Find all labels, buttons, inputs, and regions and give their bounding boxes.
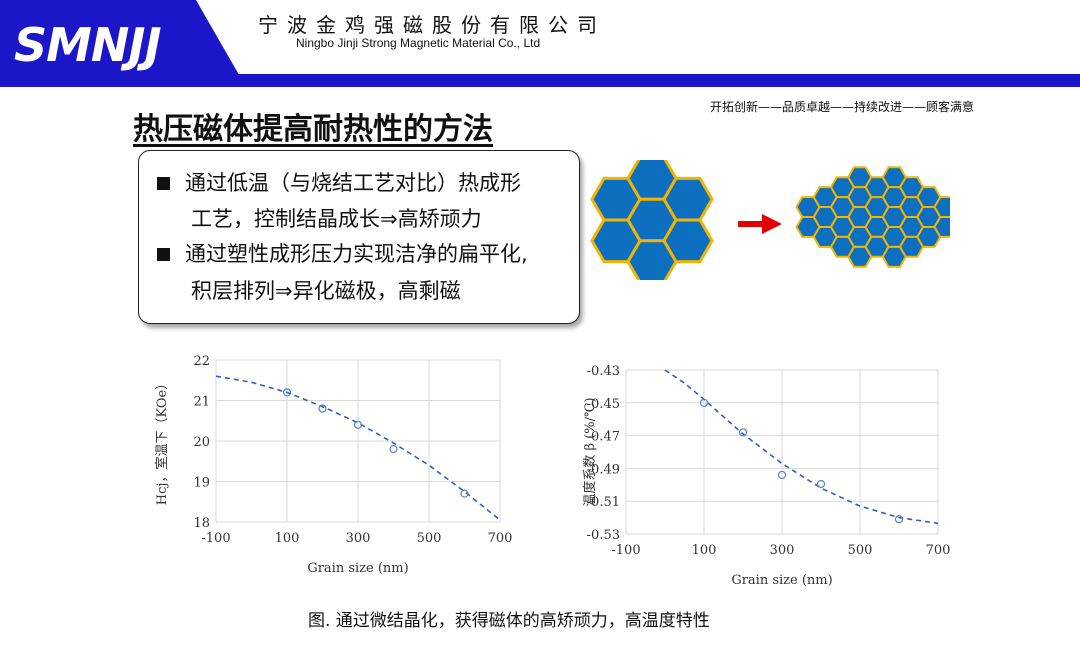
x-tick-label: -100	[611, 543, 640, 558]
x-tick-label: 300	[346, 531, 371, 546]
y-tick-label: 20	[193, 435, 210, 450]
data-point	[318, 404, 327, 413]
bullet-square-icon	[157, 177, 170, 190]
data-point	[816, 479, 826, 489]
y-tick-label: -0.53	[587, 528, 620, 543]
slide-title: 热压磁体提高耐热性的方法	[133, 112, 493, 147]
hcj-vs-grain-size-chart: 18 19 20 21 22 -100 100 300 500 700 Grain size (nm…	[154, 354, 513, 576]
header-divider	[210, 74, 1080, 87]
data-point	[460, 489, 469, 498]
grain-hexagon	[662, 176, 714, 222]
x-tick-label: 500	[417, 531, 442, 546]
slogan: 开拓创新——品质卓越——持续改进——顾客满意	[710, 100, 975, 114]
x-axis-label: Grain size (nm)	[307, 561, 408, 576]
y-tick-label: -0.51	[587, 495, 620, 510]
grain-hexagon	[662, 218, 714, 264]
y-tick-label: 19	[193, 476, 210, 491]
y-axis-label: Hcj，室温下（KOe）	[154, 377, 170, 505]
x-axis-label: Grain size (nm)	[731, 573, 832, 588]
y-axis-label: 温度系数 β (%/℃)	[582, 397, 598, 506]
figure-caption: 图. 通过微结晶化，获得磁体的高矫顽力，高温度特性	[308, 611, 710, 631]
grain-refinement-illustration	[590, 160, 950, 280]
temp-coefficient-vs-grain-size-chart: -0.43 -0.45 -0.47 -0.49 -0.51 -0.53-100 100 300…	[582, 364, 951, 588]
bullet-1-line-2: 工艺，控制结晶成长⇒高矫顽力	[191, 207, 482, 231]
company-name-en: Ningbo Jinji Strong Magnetic Material Co…	[296, 36, 541, 50]
grid	[625, 369, 939, 535]
data-point	[738, 428, 748, 437]
y-tick-label: -0.43	[587, 364, 620, 379]
y-tick-label: -0.49	[587, 462, 620, 477]
x-tick-label: 700	[926, 543, 951, 558]
trend-line	[215, 375, 501, 521]
grain-hexagon	[933, 196, 950, 218]
x-tick-label: 100	[275, 531, 300, 546]
x-tick-label: 300	[770, 543, 795, 558]
arrow-right-icon	[738, 214, 782, 234]
data-point	[353, 420, 363, 429]
data-point	[389, 444, 398, 454]
bullet-square-icon	[157, 248, 170, 261]
x-tick-label: 700	[488, 531, 513, 546]
trend-line	[664, 369, 939, 525]
bullet-1-line-1: 通过低温（与烧结工艺对比）热成形	[185, 171, 521, 195]
data-point	[777, 470, 787, 480]
bullet-box: 通过低温（与烧结工艺对比）热成形 工艺，控制结晶成长⇒高矫顽力 通过塑性成形压力…	[138, 150, 580, 324]
data-point	[699, 398, 709, 407]
y-tick-label: -0.45	[587, 397, 620, 412]
grain-hexagon	[933, 216, 950, 238]
company-name-cn: 宁波金鸡强磁股份有限公司	[258, 13, 606, 37]
bullet-2-line-2: 积层排列⇒异化磁极，高剩磁	[191, 279, 461, 303]
x-tick-label: 500	[848, 543, 873, 558]
y-tick-label: 18	[193, 516, 210, 531]
logo-background	[0, 0, 246, 87]
y-tick-label: 22	[193, 354, 210, 369]
data-point	[282, 388, 292, 397]
large-grains-icon	[590, 160, 714, 280]
y-tick-label: -0.47	[587, 430, 620, 445]
header-bar: SMNJJ 宁波金鸡强磁股份有限公司 Ningbo Jinji Strong M…	[0, 0, 1080, 87]
company-logo: SMNJJ	[14, 18, 162, 72]
small-grains-icon	[795, 166, 950, 268]
x-tick-label: -100	[201, 531, 230, 546]
grid	[215, 359, 501, 523]
y-tick-label: 21	[193, 395, 210, 410]
data-point	[894, 515, 904, 524]
x-tick-label: 100	[692, 543, 717, 558]
bullet-2-line-1: 通过塑性成形压力实现洁净的扁平化,	[185, 242, 528, 266]
